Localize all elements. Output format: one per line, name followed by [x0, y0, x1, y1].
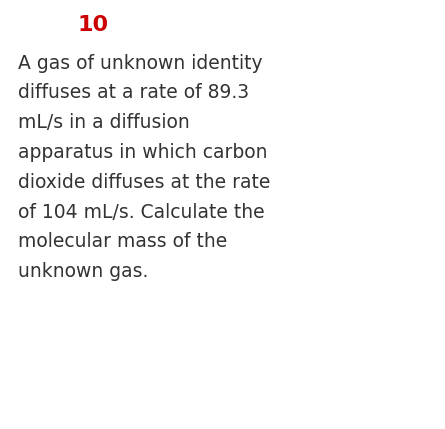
Text: A gas of unknown identity
diffuses at a rate of 89.3
mL/s in a diffusion
apparat: A gas of unknown identity diffuses at a … [18, 54, 270, 281]
Text: 10: 10 [78, 15, 109, 35]
